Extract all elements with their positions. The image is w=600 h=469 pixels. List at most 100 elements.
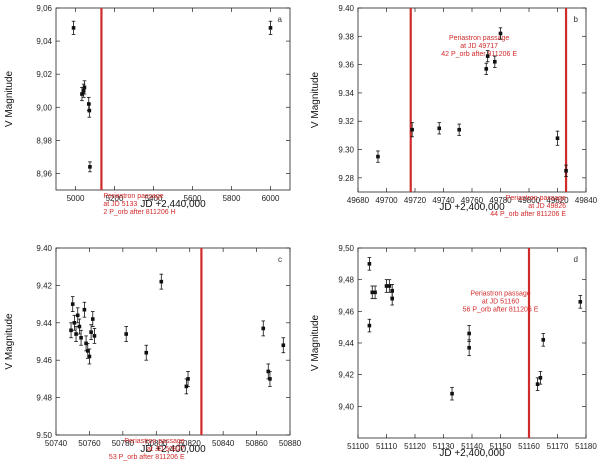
chart-a-y-tick-label: 8,98	[36, 136, 52, 145]
chart-c-data-point	[90, 317, 95, 321]
chart-d-x-tick-label: 51140	[461, 442, 483, 451]
chart-b-data-point	[485, 54, 490, 58]
chart-c-y-tick-label: 9.50	[36, 431, 52, 440]
chart-b-data-point	[410, 127, 414, 132]
chart-a-x-tick-label: 5800	[223, 194, 241, 203]
chart-d-data-point	[467, 331, 471, 336]
chart-d-annotation-line: Periastron passage	[470, 291, 530, 298]
chart-c-data-point	[159, 279, 164, 284]
chart-b-x-tick-label: 49820	[546, 196, 569, 205]
chart-c-data-point	[268, 377, 272, 381]
chart-a-plot-frame	[55, 7, 291, 191]
chart-c-data-point	[74, 332, 78, 336]
chart-c-data-point	[72, 321, 77, 325]
chart-d-data-point	[535, 382, 540, 386]
chart-d-data-point	[578, 300, 583, 304]
chart-a-y-tick-label: 9,06	[36, 4, 52, 13]
chart-c-x-tick-label: 50740	[45, 439, 68, 448]
chart-a-y-tick-label: 9,02	[36, 70, 52, 79]
chart-d-y-tick-label: 9,44	[338, 339, 354, 348]
chart-d-panel-label: d	[574, 255, 578, 264]
chart-c-x-axis-label: JD +2,400,000	[140, 444, 206, 455]
chart-c-x-tick-label: 50820	[179, 439, 202, 448]
chart-b-x-tick-label: 49800	[518, 196, 541, 205]
chart-a-data-point	[80, 92, 84, 96]
chart-d-annotation-line: 56 P_orb after 811206 E	[463, 307, 539, 314]
chart-c-data-point	[92, 334, 97, 338]
chart-a-data-point	[81, 88, 86, 93]
chart-d-data-point	[373, 290, 377, 295]
chart-a-y-tick-label: 8,96	[36, 169, 52, 178]
chart-b-y-tick-label: 9.40	[338, 4, 354, 13]
chart-c-data-point	[77, 324, 82, 329]
chart-a-x-axis-label: JD +2,440,000	[140, 199, 206, 210]
chart-a-data-point	[82, 85, 87, 90]
chart-d-data-point	[367, 323, 372, 328]
chart-panel-d: 51100 51110 51120 51130 51140 51150 51160 51170…	[310, 244, 597, 459]
chart-b-panel-label: b	[574, 15, 579, 24]
chart-c-y-tick-label: 9.48	[36, 394, 52, 403]
chart-c-plot-frame	[55, 247, 291, 436]
chart-a-annotation-line: 2 P_orb after 811206 H	[103, 209, 175, 216]
chart-b-x-tick-label: 49740	[432, 196, 455, 205]
chart-c-data-point	[69, 328, 73, 333]
chart-c-y-tick-label: 9.42	[36, 281, 52, 290]
chart-d-x-axis-label: JD +2,400,000	[439, 448, 505, 459]
chart-c-y-tick-label: 9.40	[36, 244, 52, 253]
chart-c-data-point	[75, 313, 80, 318]
chart-d-x-tick-label: 51150	[490, 442, 512, 451]
chart-d-y-tick-label: 9,40	[338, 402, 354, 411]
chart-c-data-point	[82, 307, 87, 312]
chart-d-data-point	[467, 345, 471, 350]
chart-b-annotation-line: 42 P_orb after 811206 E	[441, 51, 517, 58]
chart-c-x-tick-label: 50800	[145, 439, 168, 448]
chart-panel-c: 50740 50760 50780 50800 50820 50840 50860 50880…	[4, 244, 302, 461]
chart-a-x-tick-label: 5600	[184, 194, 202, 203]
chart-d-y-axis-label: V Magnitude	[310, 314, 321, 371]
chart-c-y-tick-label: 9.44	[36, 319, 52, 328]
chart-a-x-tick-label: 5200	[106, 194, 124, 203]
chart-a-data-point	[71, 26, 76, 30]
chart-d-x-tick-label: 51100	[347, 442, 369, 451]
chart-d-data-point	[387, 284, 392, 288]
chart-b-y-tick-label: 9.38	[338, 32, 354, 41]
chart-b-annotation-line: at JD 49717	[460, 43, 498, 50]
chart-c-data-point	[261, 326, 266, 331]
chart-a-data-point	[268, 26, 273, 30]
chart-a-data-point	[88, 165, 92, 169]
chart-panel-a: 5000 5200 5400 5600 5800 6000 8,96 8,98 9,00 9,02…	[4, 4, 291, 216]
chart-c-data-point	[70, 302, 75, 306]
chart-a-annotation-line: at JD 5133	[103, 201, 137, 208]
chart-c-annotation-line: at JD 50827	[147, 446, 185, 453]
chart-c-data-point	[186, 377, 190, 381]
chart-d-x-tick-label: 51160	[518, 442, 540, 451]
chart-b-data-point	[564, 168, 568, 173]
chart-b-x-tick-label: 49780	[489, 196, 512, 205]
chart-a-y-tick-label: 9,00	[36, 103, 52, 112]
chart-b-data-point	[493, 59, 497, 64]
chart-b-x-axis-label: JD +2,400,000	[439, 202, 505, 213]
chart-b-x-tick-label: 49840	[575, 196, 598, 205]
chart-c-y-axis-label: V Magnitude	[4, 313, 15, 370]
chart-b-annotation-line: at JD 49826	[528, 203, 566, 210]
chart-c-x-tick-label: 50880	[279, 439, 302, 448]
chart-c-annotation-line: Periastron passage	[124, 438, 184, 445]
chart-c-data-point	[124, 332, 128, 336]
chart-b-annotation-line: 44 P_orb after 811206 E	[490, 211, 566, 218]
chart-a-panel-label: a	[278, 15, 283, 24]
chart-d-data-point	[538, 376, 543, 380]
chart-b-annotation-line: Periastron passage	[449, 35, 509, 42]
chart-b-x-tick-label: 49680	[347, 196, 370, 205]
chart-panel-b: 49680 49700 49720 49740 49760 49780 49800 49820…	[310, 4, 598, 218]
chart-c-data-point	[89, 330, 93, 334]
chart-d-y-tick-label: 9,46	[338, 307, 354, 316]
chart-a-x-tick-label: 5000	[67, 194, 85, 203]
chart-b-annotation-line: Periastron passage	[506, 195, 566, 202]
chart-d-data-point	[390, 288, 394, 293]
chart-d-x-tick-label: 51110	[376, 442, 398, 451]
chart-d-x-tick-label: 51130	[433, 442, 455, 451]
chart-d-x-tick-label: 51180	[575, 442, 597, 451]
chart-d-y-tick-label: 9,42	[338, 371, 354, 380]
chart-d-data-point	[450, 391, 454, 396]
